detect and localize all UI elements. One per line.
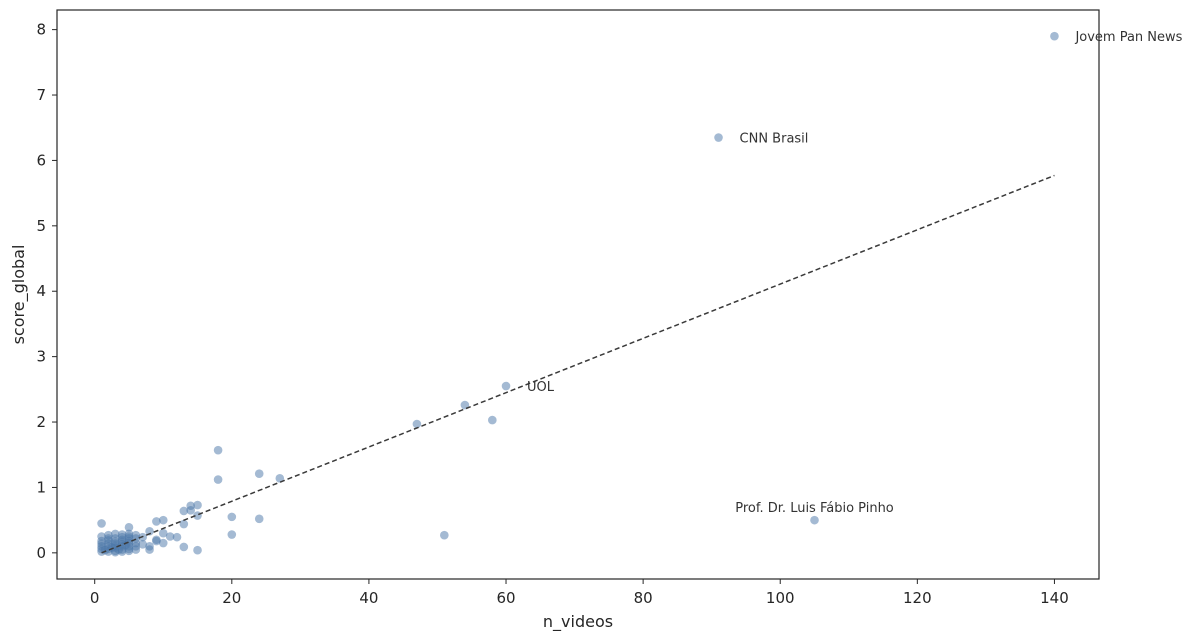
data-point — [460, 400, 470, 410]
x-tick-label: 140 — [1040, 589, 1069, 607]
data-point — [193, 500, 202, 510]
data-point — [97, 536, 106, 546]
y-tick-label: 6 — [36, 151, 46, 169]
data-point — [97, 519, 106, 528]
data-point — [158, 515, 168, 525]
data-point — [275, 473, 285, 483]
x-axis-label: n_videos — [543, 612, 613, 632]
data-point — [186, 506, 195, 515]
annotation-label: Prof. Dr. Luis Fábio Pinho — [735, 501, 894, 516]
x-tick-label: 80 — [634, 589, 653, 607]
data-point — [254, 469, 264, 479]
data-point — [158, 528, 168, 538]
data-point — [124, 532, 134, 541]
data-point — [110, 547, 120, 557]
data-point — [152, 536, 161, 546]
data-point — [179, 542, 189, 552]
data-point — [152, 517, 161, 526]
data-point — [145, 526, 154, 536]
y-tick-label: 3 — [36, 348, 46, 366]
data-point — [254, 514, 264, 524]
data-point — [179, 506, 189, 516]
x-tick-label: 120 — [903, 589, 932, 607]
data-point — [227, 512, 237, 522]
y-tick-label: 8 — [36, 21, 46, 39]
data-point — [810, 515, 819, 525]
x-tick-label: 40 — [359, 589, 378, 607]
y-tick-label: 4 — [36, 282, 46, 300]
y-tick-label: 0 — [36, 544, 46, 562]
data-point — [145, 545, 154, 554]
data-point — [1050, 31, 1059, 41]
x-tick-label: 0 — [90, 589, 100, 607]
data-point — [117, 535, 127, 545]
data-point — [179, 519, 189, 529]
x-tick-label: 20 — [222, 589, 241, 607]
y-tick-label: 2 — [36, 413, 46, 431]
plot-layer — [97, 31, 1059, 557]
data-point — [213, 445, 223, 455]
data-point — [714, 133, 723, 142]
y-tick-label: 1 — [36, 478, 46, 496]
data-point — [138, 540, 147, 549]
annotation-layer: Jovem Pan News CNN Brasil UOL Prof. Dr. Lui… — [527, 30, 1183, 516]
x-tick-label: 60 — [496, 589, 515, 607]
axis-layer: 0 20 40 60 80 100 120 140 0 1 2 3 4 5 6 7 8 n_videos score… — [9, 9, 1100, 632]
data-point — [488, 415, 497, 425]
x-tick-label: 100 — [766, 589, 795, 607]
data-point — [158, 538, 168, 548]
y-tick-label: 7 — [36, 86, 46, 104]
y-axis-label: score_global — [9, 245, 29, 345]
data-point — [213, 475, 223, 484]
plot-frame — [56, 9, 1100, 580]
data-point — [131, 545, 141, 554]
data-point — [165, 532, 175, 541]
data-point — [412, 419, 422, 429]
annotation-label: Jovem Pan News — [1074, 30, 1182, 45]
data-point — [193, 545, 202, 555]
data-point — [227, 530, 237, 539]
data-point — [124, 523, 134, 532]
annotation-label: UOL — [527, 380, 555, 395]
trend-line — [101, 174, 1055, 554]
data-point — [501, 381, 511, 391]
data-point — [131, 530, 141, 540]
data-point — [104, 534, 113, 543]
data-point — [172, 532, 182, 542]
annotation-label: CNN Brasil — [740, 132, 809, 147]
data-point — [440, 530, 449, 540]
y-tick-label: 5 — [36, 217, 46, 235]
